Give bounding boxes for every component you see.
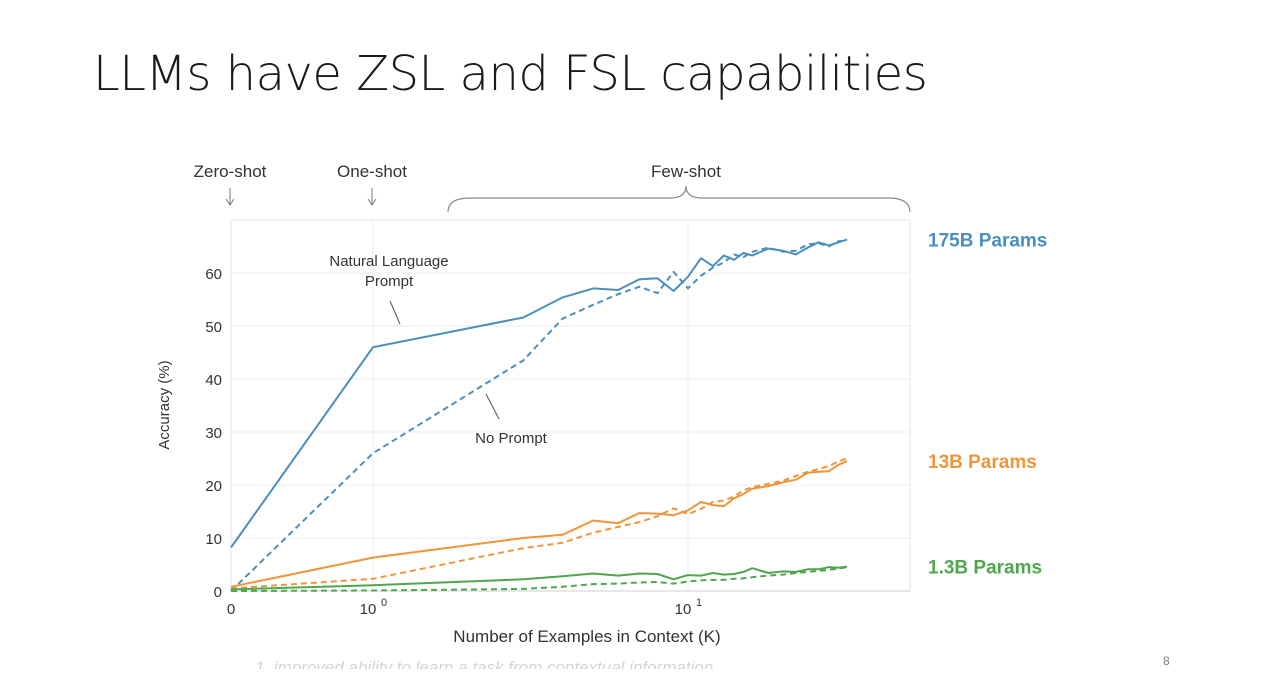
y-tick-label: 0 [214,584,222,601]
x-tick-exponent: 1 [696,597,702,609]
y-tick-label: 10 [205,531,222,548]
regime-label-few-shot: Few-shot [651,162,721,181]
series-label: 13B Params [928,452,1037,473]
x-tick-label: 0 [227,601,235,618]
slide-caption: 1. improved ability to learn a task from… [255,658,714,669]
y-tick-label: 60 [205,266,222,283]
regime-label: Zero-shot [194,162,267,181]
page-number: 8 [1163,654,1170,668]
series-line-2 [230,239,848,592]
annotation-leader-line [485,393,500,420]
x-axis-title: Number of Examples in Context (K) [453,627,720,646]
series-lines [230,238,848,592]
y-tick-label: 30 [205,425,222,442]
annotation-natural-language: Natural Language [329,253,448,270]
y-axis-title: Accuracy (%) [156,360,173,449]
x-tick-exponent: 0 [381,597,387,609]
axes: 0 10 20 30 40 50 60 0 10 0 10 1 Number of Examples i… [156,266,910,646]
regime-label: One-shot [337,162,407,181]
series-line-5 [230,565,848,591]
series-label: 1.3B Params [928,558,1042,579]
x-tick-label: 10 [360,601,377,618]
annotation-prompt: Prompt [365,273,414,290]
series-line-1 [230,238,848,549]
y-tick-label: 40 [205,372,222,389]
grid [230,219,911,592]
chart-labels: 175B Params 13B Params 1.3B Params Zero-sho… [194,162,1048,579]
arrowhead-icon [367,198,377,206]
arrowhead-icon [225,198,235,206]
series-line-3 [230,460,848,588]
series-line-4 [230,457,848,590]
x-tick-label: 10 [675,601,692,618]
few-shot-brace [447,185,911,213]
annotation-no-prompt: No Prompt [475,430,548,447]
annotation-leader-line [389,300,401,325]
series-label: 175B Params [928,231,1047,252]
y-tick-label: 20 [205,478,222,495]
y-tick-label: 50 [205,319,222,336]
slide-title: LLMs have ZSL and FSL capabilities [93,46,928,102]
